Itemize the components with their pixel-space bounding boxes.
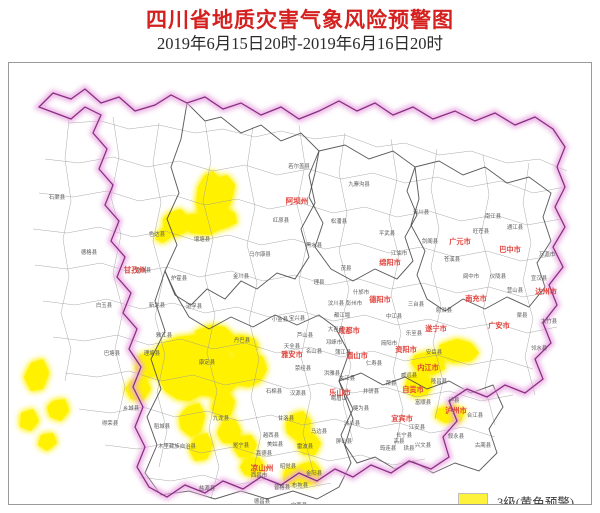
county-boundaries [32,116,568,500]
legend-row-level3: 3级(黄色预警) [458,491,591,505]
sichuan-map-svg [20,84,569,501]
alert-areas-level3 [20,171,479,485]
legend: 3级(黄色预警) 2级(橙色预警) 1级(红色预警) [458,491,591,505]
legend-label-level3: 3级(黄色预警) [497,496,575,505]
map-canvas[interactable]: 石渠县 德格县 白玉县 色达县 甘孜县 新龙县 炉霍县 道孚县 雅江县 巴塘县 理塘县 乡城县 得荣县稻… [9,63,591,504]
header: 四川省地质灾害气象风险预警图 2019年6月15日20时-2019年6月16日2… [0,0,600,62]
page-title: 四川省地质灾害气象风险预警图 [146,8,454,32]
page-subtitle: 2019年6月15日20时-2019年6月16日20时 [157,34,443,53]
province-border [37,88,566,498]
map-frame: 石渠县 德格县 白玉县 色达县 甘孜县 新龙县 炉霍县 道孚县 雅江县 巴塘县 理塘县 乡城县 得荣县稻… [8,62,592,505]
yellow-swatch [458,492,488,504]
prefecture-boundaries [144,102,552,500]
